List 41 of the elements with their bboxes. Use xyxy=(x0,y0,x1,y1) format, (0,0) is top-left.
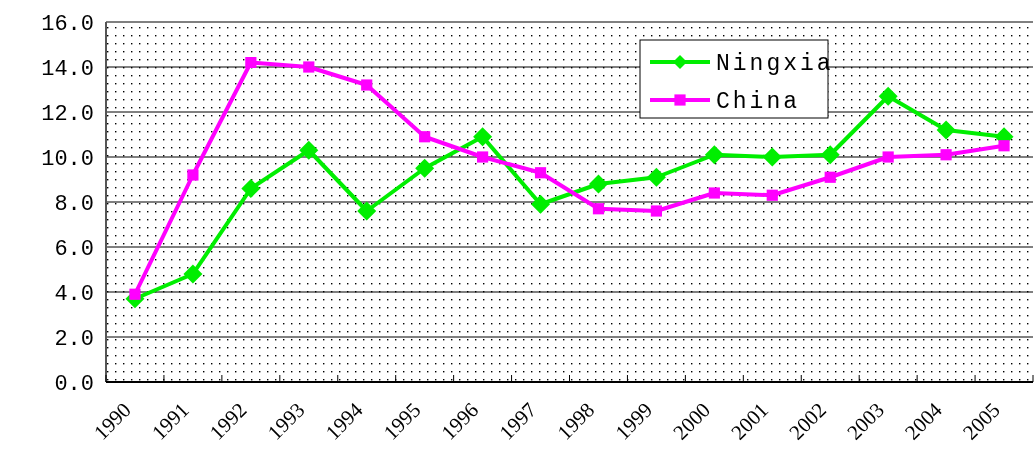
point xyxy=(415,158,435,178)
point xyxy=(357,201,377,221)
point xyxy=(361,79,373,91)
point xyxy=(936,120,956,140)
point xyxy=(704,145,724,165)
point xyxy=(531,194,551,214)
point xyxy=(419,131,431,143)
legend-label: China xyxy=(716,89,801,116)
legend-label: Ningxia xyxy=(716,51,834,78)
point xyxy=(762,147,782,167)
point xyxy=(998,140,1010,152)
point xyxy=(473,127,493,147)
point xyxy=(708,187,720,199)
point xyxy=(766,189,778,201)
point xyxy=(299,140,319,160)
point xyxy=(588,174,608,194)
point xyxy=(820,145,840,165)
point xyxy=(129,288,141,300)
point xyxy=(646,167,666,187)
point xyxy=(303,61,315,73)
point xyxy=(878,86,898,106)
point xyxy=(534,167,547,179)
y-tick-label: 14.0 xyxy=(41,56,94,82)
point xyxy=(241,179,261,198)
y-tick-label: 8.0 xyxy=(54,191,94,217)
point xyxy=(187,169,199,181)
y-tick-label: 12.0 xyxy=(41,101,94,127)
point xyxy=(940,149,952,161)
point xyxy=(592,203,605,215)
y-tick-label: 4.0 xyxy=(54,281,94,307)
point xyxy=(882,151,894,163)
point xyxy=(824,171,836,183)
y-tick-label: 16.0 xyxy=(41,11,94,37)
y-tick-label: 6.0 xyxy=(54,236,94,262)
point xyxy=(183,264,203,284)
y-tick-label: 0.0 xyxy=(54,371,94,397)
y-tick-label: 2.0 xyxy=(54,326,94,352)
point xyxy=(650,205,663,217)
y-tick-label: 10.0 xyxy=(41,146,94,172)
point xyxy=(476,151,489,163)
point xyxy=(245,56,257,69)
